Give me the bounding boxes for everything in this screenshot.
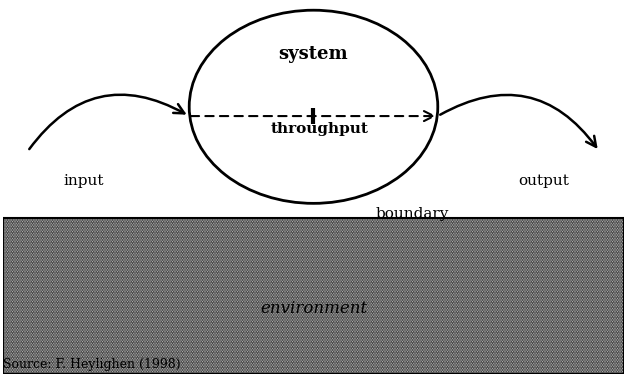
FancyArrowPatch shape [440,95,596,147]
Text: throughput: throughput [271,122,369,136]
Text: system: system [278,44,349,63]
Text: boundary: boundary [376,207,449,221]
FancyArrowPatch shape [29,95,184,149]
Text: input: input [63,174,104,188]
Ellipse shape [189,10,438,203]
Text: Source: F. Heylighen (1998): Source: F. Heylighen (1998) [3,357,181,371]
Text: environment: environment [260,300,367,317]
Text: output: output [518,174,569,188]
Bar [3,218,624,374]
